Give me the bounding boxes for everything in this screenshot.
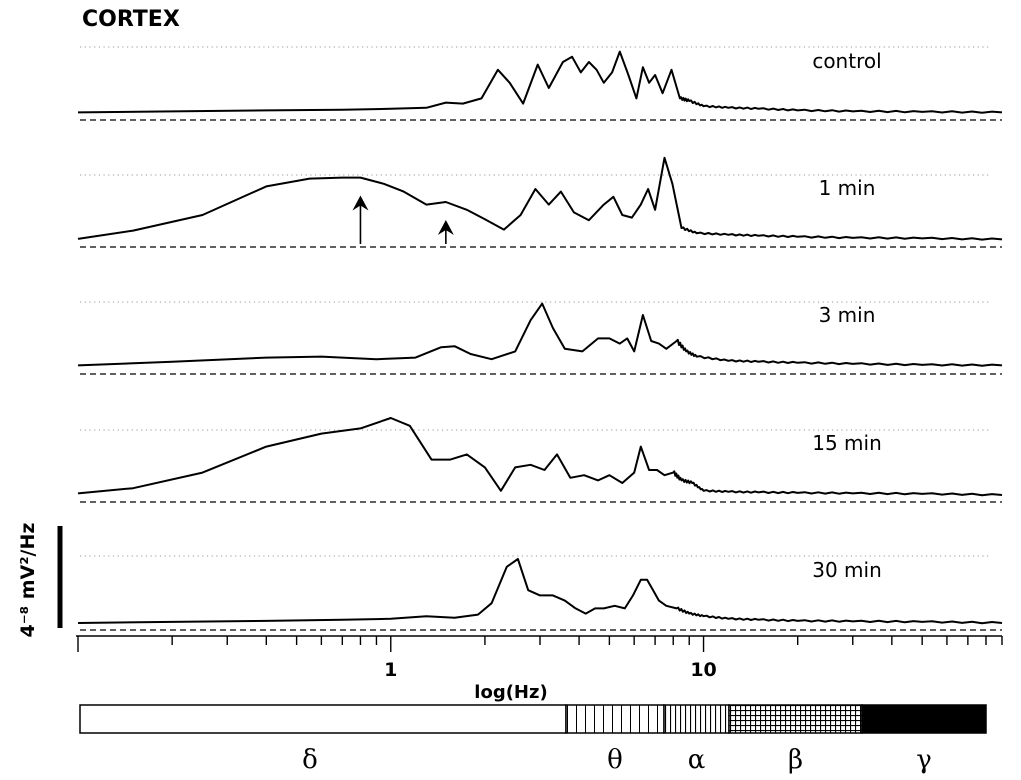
series-label: 30 min <box>812 558 882 582</box>
spectra-traces: control 1 min 3 min 15 min 30 min <box>77 46 1003 631</box>
band-label: α <box>688 745 706 775</box>
chart-title: CORTEX <box>82 7 180 32</box>
spectrum-line <box>77 50 1003 114</box>
x-tick-label: 10 <box>690 659 716 681</box>
trace-control: control <box>77 46 1003 121</box>
band-3 <box>728 704 863 734</box>
series-label: 3 min <box>819 303 876 327</box>
series-label: 1 min <box>819 176 876 200</box>
trace-1-min: 1 min <box>77 156 1003 248</box>
series-label: 15 min <box>812 431 882 455</box>
band-label: θ <box>607 745 623 775</box>
annotation-arrow-2 <box>437 220 454 244</box>
band-1 <box>565 704 665 734</box>
band-label: δ <box>302 745 318 775</box>
band-label: γ <box>916 745 932 775</box>
x-axis-label: log(Hz) <box>474 682 547 703</box>
band-2 <box>663 704 730 734</box>
x-axis: 1 10 <box>76 635 1003 681</box>
annotation-arrow-1 <box>352 195 369 244</box>
x-tick-label: 1 <box>384 659 397 681</box>
band-label: β <box>788 745 803 775</box>
series-label: control <box>812 49 881 73</box>
spectrum-line <box>77 156 1003 241</box>
spectrum-line <box>77 417 1003 497</box>
spectrum-line <box>77 558 1003 625</box>
trace-30-min: 30 min <box>77 555 1003 631</box>
trace-15-min: 15 min <box>77 417 1003 503</box>
band-4 <box>861 704 987 734</box>
band-0 <box>79 704 567 734</box>
trace-3-min: 3 min <box>77 301 1003 375</box>
spectrum-line <box>77 302 1003 367</box>
y-axis-label: 4⁻⁸ mV²/Hz <box>17 523 39 638</box>
